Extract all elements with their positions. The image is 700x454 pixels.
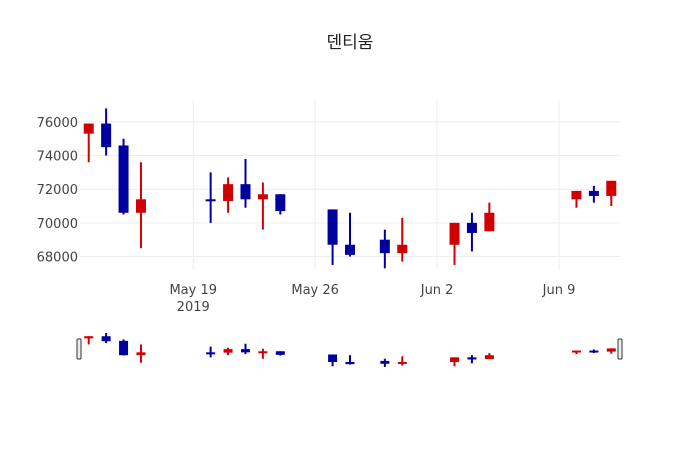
slider-candle — [606, 348, 616, 354]
candle-body — [397, 361, 407, 364]
y-tick-label: 68000 — [37, 251, 78, 266]
candle — [571, 190, 582, 208]
candle — [466, 212, 477, 252]
slider-candle — [223, 347, 233, 356]
rangeslider-right-handle[interactable] — [617, 338, 623, 360]
candle-body — [467, 357, 477, 360]
candle-body — [345, 361, 355, 365]
candle-body — [135, 199, 146, 213]
rangeslider[interactable] — [76, 333, 623, 367]
candle — [379, 229, 390, 269]
candle-body — [327, 209, 338, 245]
candle-body — [101, 123, 112, 148]
candle-body — [606, 348, 616, 352]
candle-body — [589, 350, 599, 353]
candle — [118, 138, 129, 215]
candle-body — [484, 355, 494, 360]
candle-body — [379, 239, 390, 254]
y-tick-label: 74000 — [37, 150, 78, 165]
candle-body — [206, 352, 216, 355]
candle — [223, 177, 234, 213]
candle — [588, 185, 599, 203]
y-tick-label: 72000 — [37, 183, 78, 198]
candle — [257, 182, 268, 230]
y-tick-label: 70000 — [37, 217, 78, 232]
x-tick-label: Jun 9 — [542, 283, 576, 298]
candle-body — [484, 212, 495, 232]
candle-body — [588, 190, 599, 196]
x-axis: May 19 2019 May 26 Jun 2 Jun 9 — [169, 283, 575, 315]
candle — [345, 212, 355, 257]
candle-body — [328, 354, 338, 362]
slider-candle — [240, 343, 250, 355]
x-tick-label: May 26 — [291, 283, 339, 298]
candle-body — [380, 360, 390, 364]
slider-candle — [589, 349, 599, 354]
slider-candle — [380, 358, 390, 367]
slider-candle — [345, 355, 355, 365]
candle — [83, 123, 94, 163]
slider-candle — [136, 344, 146, 363]
slider-candle — [275, 351, 285, 356]
slider-candle — [119, 339, 129, 356]
candle — [240, 158, 251, 208]
slider-candle — [84, 336, 94, 345]
candle — [397, 217, 408, 262]
candle — [275, 194, 286, 215]
candle-body — [275, 194, 286, 212]
candle — [101, 108, 112, 156]
candle-body — [83, 123, 94, 134]
slider-candle — [467, 355, 477, 364]
slider-candle — [206, 346, 216, 358]
candle — [327, 209, 338, 265]
candle — [484, 202, 495, 232]
candle-body — [449, 222, 460, 245]
candle-body — [450, 357, 460, 362]
x-tick-sublabel: 2019 — [177, 300, 210, 315]
candle — [205, 172, 216, 223]
chart-title: 덴티움 — [327, 33, 374, 53]
candle-body — [84, 336, 94, 339]
slider-candle — [328, 354, 338, 367]
x-tick-label: Jun 2 — [420, 283, 454, 298]
y-tick-label: 76000 — [37, 116, 78, 131]
candle-body — [136, 352, 146, 356]
candle-body — [101, 336, 111, 342]
candle-body — [466, 222, 477, 233]
candle-body — [571, 350, 581, 353]
rangeslider-left-handle[interactable] — [76, 338, 82, 360]
candle-body — [223, 184, 234, 201]
candle-body — [240, 184, 251, 200]
candle — [606, 180, 617, 207]
candle-body — [258, 351, 268, 354]
candle-body — [397, 244, 408, 254]
slider-candle — [450, 357, 460, 367]
slider-candle — [101, 333, 111, 344]
grid — [80, 100, 620, 270]
candle-body — [606, 180, 617, 196]
x-tick-label: May 19 — [169, 283, 217, 298]
slider-candle — [258, 348, 268, 359]
candle-body — [205, 199, 216, 202]
candle-body — [571, 190, 582, 200]
candle-body — [240, 349, 250, 353]
candle-body — [345, 244, 355, 255]
candles-main — [83, 108, 617, 269]
candle-body — [223, 349, 233, 353]
candle-body — [119, 340, 129, 356]
candle-body — [275, 351, 285, 355]
slider-candle — [397, 356, 407, 366]
candle — [449, 222, 460, 265]
candle-body — [257, 194, 268, 200]
candle-body — [118, 145, 129, 213]
slider-candle — [571, 350, 581, 355]
slider-candle — [484, 353, 494, 360]
candle — [135, 162, 146, 249]
y-axis: 68000 70000 72000 74000 76000 — [37, 116, 78, 266]
